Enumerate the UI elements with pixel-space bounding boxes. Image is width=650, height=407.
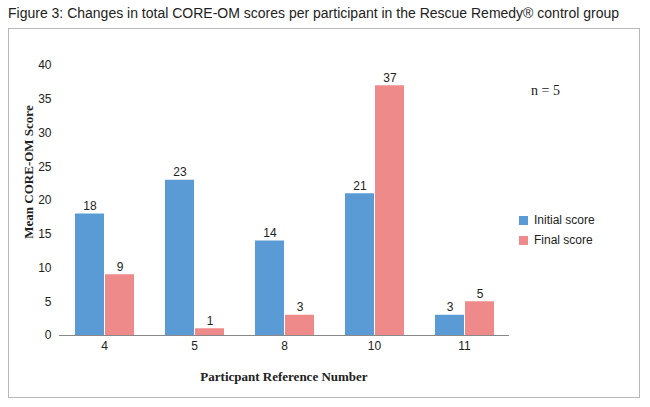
svg-text:3: 3	[297, 300, 304, 314]
svg-text:21: 21	[353, 179, 367, 193]
svg-text:0: 0	[45, 328, 52, 342]
svg-text:9: 9	[117, 260, 124, 274]
svg-text:14: 14	[263, 226, 277, 240]
svg-text:10: 10	[38, 261, 52, 275]
svg-text:30: 30	[38, 126, 52, 140]
svg-text:18: 18	[83, 199, 97, 213]
html-text:Figure 3: Changes in total COR: Figure 3: Changes in total CORE-OM score…	[8, 5, 619, 21]
svg-text:25: 25	[38, 160, 52, 174]
svg-text:5: 5	[477, 287, 484, 301]
svg-text:40: 40	[38, 58, 52, 72]
svg-text:8: 8	[281, 339, 288, 353]
html-text:Initial score: Initial score	[534, 213, 595, 227]
svg-text:15: 15	[38, 227, 52, 241]
svg-text:35: 35	[38, 92, 52, 106]
svg-text:10: 10	[368, 339, 382, 353]
svg-text:1: 1	[207, 314, 214, 328]
svg-text:11: 11	[458, 339, 471, 353]
svg-text:37: 37	[383, 71, 397, 85]
svg-text:3: 3	[447, 300, 454, 314]
html-text:Particpant Reference Number: Particpant Reference Number	[200, 369, 368, 384]
svg-text:5: 5	[45, 295, 52, 309]
html-text:Mean CORE-OM Score: Mean CORE-OM Score	[21, 105, 36, 239]
svg-text:4: 4	[101, 339, 108, 353]
svg-text:20: 20	[38, 193, 52, 207]
svg-text:5: 5	[191, 339, 198, 353]
html-text:n = 5: n = 5	[531, 83, 560, 98]
svg-text:23: 23	[173, 165, 187, 179]
html-text:Final score: Final score	[534, 233, 593, 247]
